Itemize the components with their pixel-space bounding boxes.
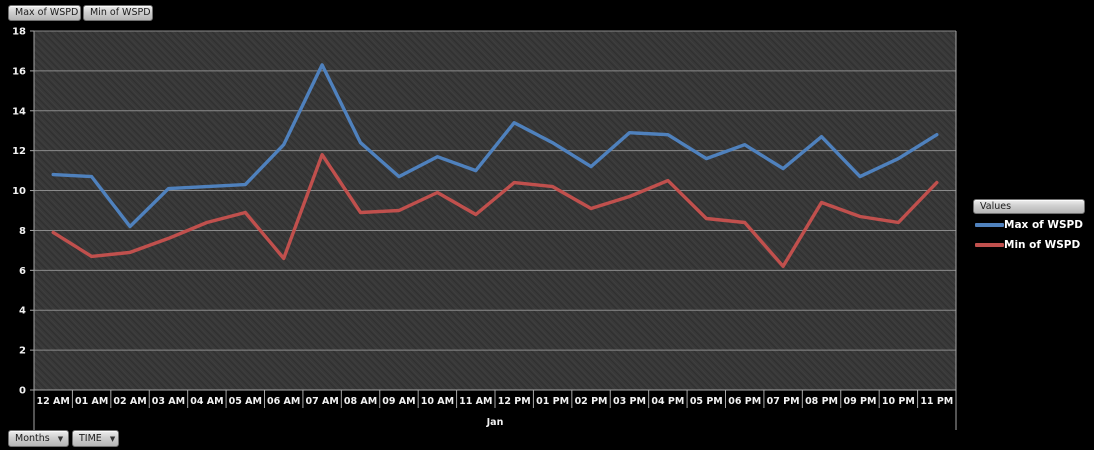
x-axis-label: 11 PM [920, 396, 953, 407]
max-wspd-field-button[interactable]: Max of WSPD [8, 5, 81, 21]
x-axis-label: 04 AM [190, 396, 223, 407]
x-axis-label: 05 AM [229, 396, 262, 407]
min-wspd-field-button[interactable]: Min of WSPD [83, 5, 153, 21]
max-wspd-field-label: Max of WSPD [15, 7, 79, 18]
x-axis-label: 07 AM [305, 396, 338, 407]
y-axis-label: 0 [19, 386, 26, 397]
x-axis-label: 09 PM [843, 396, 876, 407]
x-axis-label: 12 AM [37, 396, 70, 407]
legend-swatch-min-wspd-icon [975, 243, 1004, 247]
x-axis-label: 03 PM [613, 396, 646, 407]
y-axis-label: 16 [12, 66, 26, 77]
plot-area [34, 31, 956, 390]
dropdown-arrow-icon: ▼ [109, 434, 116, 443]
legend-entry-min-wspd[interactable]: Min of WSPD [975, 239, 1080, 251]
time-field-button[interactable]: TIME ▼ [72, 430, 119, 447]
dropdown-arrow-icon: ▼ [57, 434, 64, 443]
y-axis-label: 6 [19, 266, 26, 277]
y-axis-label: 18 [12, 27, 26, 38]
x-axis-label: 02 PM [575, 396, 608, 407]
y-axis-label: 2 [19, 346, 26, 357]
x-axis-label: 06 AM [267, 396, 300, 407]
x-axis-label: 01 AM [75, 396, 108, 407]
legend-swatch-max-wspd-icon [975, 223, 1004, 227]
y-axis-label: 14 [12, 106, 26, 117]
x-axis-label: 01 PM [536, 396, 569, 407]
time-field-label: TIME [79, 432, 102, 444]
x-axis-label: 10 AM [421, 396, 454, 407]
x-axis-label: 06 PM [728, 396, 761, 407]
x-axis-label: 08 PM [805, 396, 838, 407]
x-axis-label: 04 PM [651, 396, 684, 407]
x-axis-label: 02 AM [113, 396, 146, 407]
y-axis-label: 12 [12, 146, 26, 157]
x-axis-label: 08 AM [344, 396, 377, 407]
y-axis-label: 4 [19, 306, 26, 317]
x-axis-label: 09 AM [382, 396, 415, 407]
months-field-label: Months [15, 432, 50, 444]
x-axis-label: 10 PM [882, 396, 915, 407]
x-axis-label: 12 PM [498, 396, 531, 407]
values-field-button[interactable]: Values [973, 199, 1085, 214]
y-axis-label: 10 [12, 186, 26, 197]
x-axis-group-label: Jan [486, 417, 504, 428]
x-axis-label: 07 PM [767, 396, 800, 407]
series-line-max-of-wspd[interactable] [51, 63, 939, 229]
series-line-min-of-wspd[interactable] [51, 152, 939, 268]
x-axis-label: 11 AM [459, 396, 492, 407]
legend-entry-max-wspd[interactable]: Max of WSPD [975, 219, 1083, 231]
y-axis-label: 8 [19, 226, 26, 237]
legend-label-max-wspd: Max of WSPD [1004, 219, 1083, 231]
legend-label-min-wspd: Min of WSPD [1004, 239, 1081, 251]
months-field-button[interactable]: Months ▼ [8, 430, 69, 447]
min-wspd-field-label: Min of WSPD [90, 7, 151, 18]
x-axis-label: 03 AM [152, 396, 185, 407]
values-field-label: Values [980, 200, 1012, 212]
x-axis-label: 05 PM [690, 396, 723, 407]
